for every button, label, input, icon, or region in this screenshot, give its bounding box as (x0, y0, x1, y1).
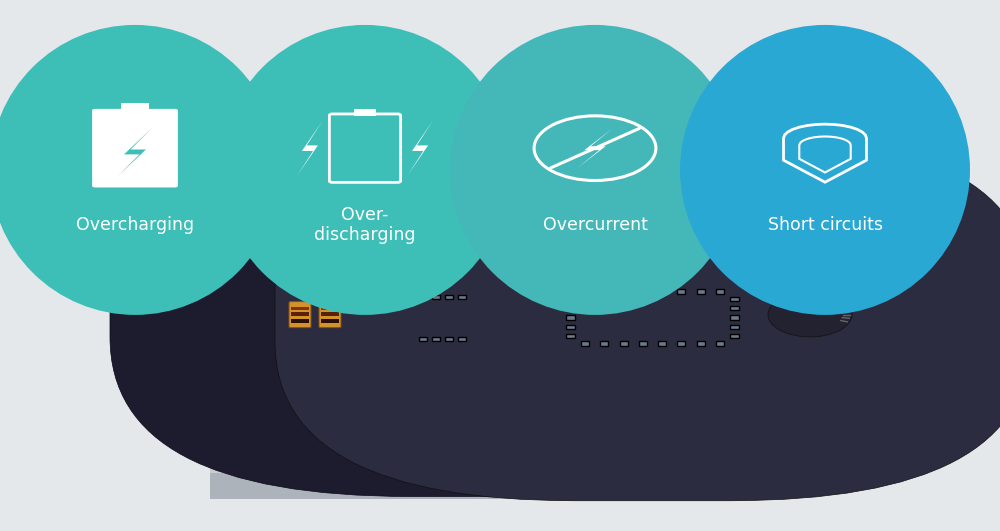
FancyBboxPatch shape (314, 293, 346, 299)
FancyBboxPatch shape (368, 331, 392, 338)
FancyBboxPatch shape (291, 307, 309, 310)
FancyBboxPatch shape (210, 465, 730, 473)
Circle shape (233, 306, 245, 313)
FancyBboxPatch shape (639, 341, 647, 346)
FancyBboxPatch shape (730, 297, 739, 301)
FancyBboxPatch shape (566, 306, 575, 310)
FancyBboxPatch shape (445, 337, 453, 341)
Circle shape (197, 321, 209, 328)
FancyBboxPatch shape (716, 341, 724, 346)
Ellipse shape (680, 25, 970, 315)
FancyBboxPatch shape (730, 306, 739, 310)
FancyBboxPatch shape (354, 109, 376, 116)
FancyBboxPatch shape (176, 302, 249, 332)
Circle shape (233, 321, 245, 328)
FancyBboxPatch shape (432, 337, 440, 341)
FancyBboxPatch shape (275, 134, 1000, 501)
FancyBboxPatch shape (566, 334, 575, 338)
FancyBboxPatch shape (528, 299, 553, 306)
FancyBboxPatch shape (605, 340, 663, 353)
FancyBboxPatch shape (730, 315, 739, 320)
Circle shape (179, 306, 191, 313)
FancyBboxPatch shape (92, 109, 178, 187)
Text: Overcharging: Overcharging (76, 216, 194, 234)
Polygon shape (117, 127, 153, 176)
Circle shape (215, 306, 227, 313)
FancyBboxPatch shape (581, 341, 589, 346)
Text: Over-
discharging: Over- discharging (314, 205, 416, 244)
FancyBboxPatch shape (488, 331, 512, 338)
FancyBboxPatch shape (620, 341, 628, 346)
FancyBboxPatch shape (458, 295, 466, 299)
Circle shape (215, 321, 227, 328)
FancyBboxPatch shape (289, 302, 311, 328)
FancyBboxPatch shape (730, 325, 739, 329)
Text: Short circuits: Short circuits (768, 216, 883, 234)
FancyBboxPatch shape (321, 319, 339, 323)
FancyBboxPatch shape (285, 348, 298, 467)
FancyBboxPatch shape (319, 302, 341, 328)
FancyBboxPatch shape (291, 312, 309, 315)
FancyBboxPatch shape (677, 289, 685, 294)
Polygon shape (155, 287, 875, 293)
FancyBboxPatch shape (615, 348, 653, 467)
FancyBboxPatch shape (155, 287, 215, 348)
FancyBboxPatch shape (488, 315, 512, 322)
FancyBboxPatch shape (284, 293, 316, 299)
FancyBboxPatch shape (600, 341, 608, 346)
FancyBboxPatch shape (566, 315, 575, 320)
FancyBboxPatch shape (639, 289, 647, 294)
FancyBboxPatch shape (566, 297, 575, 301)
Polygon shape (155, 287, 875, 348)
FancyBboxPatch shape (528, 315, 553, 322)
FancyBboxPatch shape (170, 298, 255, 336)
FancyBboxPatch shape (658, 341, 666, 346)
FancyBboxPatch shape (321, 307, 339, 310)
FancyBboxPatch shape (677, 341, 685, 346)
FancyBboxPatch shape (368, 299, 392, 306)
FancyBboxPatch shape (730, 334, 739, 338)
FancyBboxPatch shape (600, 289, 608, 294)
FancyBboxPatch shape (121, 103, 149, 110)
Text: Overcurrent: Overcurrent (543, 216, 647, 234)
FancyBboxPatch shape (566, 325, 575, 329)
Ellipse shape (450, 25, 740, 315)
FancyBboxPatch shape (620, 289, 628, 294)
Polygon shape (578, 129, 612, 168)
FancyBboxPatch shape (285, 348, 323, 467)
FancyBboxPatch shape (528, 331, 553, 338)
FancyBboxPatch shape (210, 465, 730, 499)
FancyBboxPatch shape (275, 340, 333, 353)
FancyBboxPatch shape (368, 315, 392, 322)
Polygon shape (407, 121, 433, 176)
Polygon shape (297, 121, 323, 176)
Circle shape (197, 306, 209, 313)
FancyBboxPatch shape (275, 292, 350, 342)
FancyBboxPatch shape (110, 140, 775, 496)
FancyBboxPatch shape (419, 295, 427, 299)
FancyBboxPatch shape (615, 348, 628, 467)
FancyBboxPatch shape (458, 337, 466, 341)
FancyBboxPatch shape (291, 319, 309, 323)
Ellipse shape (0, 25, 280, 315)
FancyBboxPatch shape (432, 295, 440, 299)
Ellipse shape (220, 25, 510, 315)
FancyBboxPatch shape (697, 289, 705, 294)
Polygon shape (155, 342, 835, 348)
FancyBboxPatch shape (581, 289, 589, 294)
FancyBboxPatch shape (314, 330, 346, 337)
FancyBboxPatch shape (284, 330, 316, 337)
FancyBboxPatch shape (321, 312, 339, 315)
FancyBboxPatch shape (445, 295, 453, 299)
FancyBboxPatch shape (716, 289, 724, 294)
Circle shape (179, 321, 191, 328)
FancyBboxPatch shape (488, 299, 512, 306)
FancyBboxPatch shape (419, 337, 427, 341)
FancyBboxPatch shape (697, 341, 705, 346)
Circle shape (768, 292, 852, 337)
FancyBboxPatch shape (658, 289, 666, 294)
